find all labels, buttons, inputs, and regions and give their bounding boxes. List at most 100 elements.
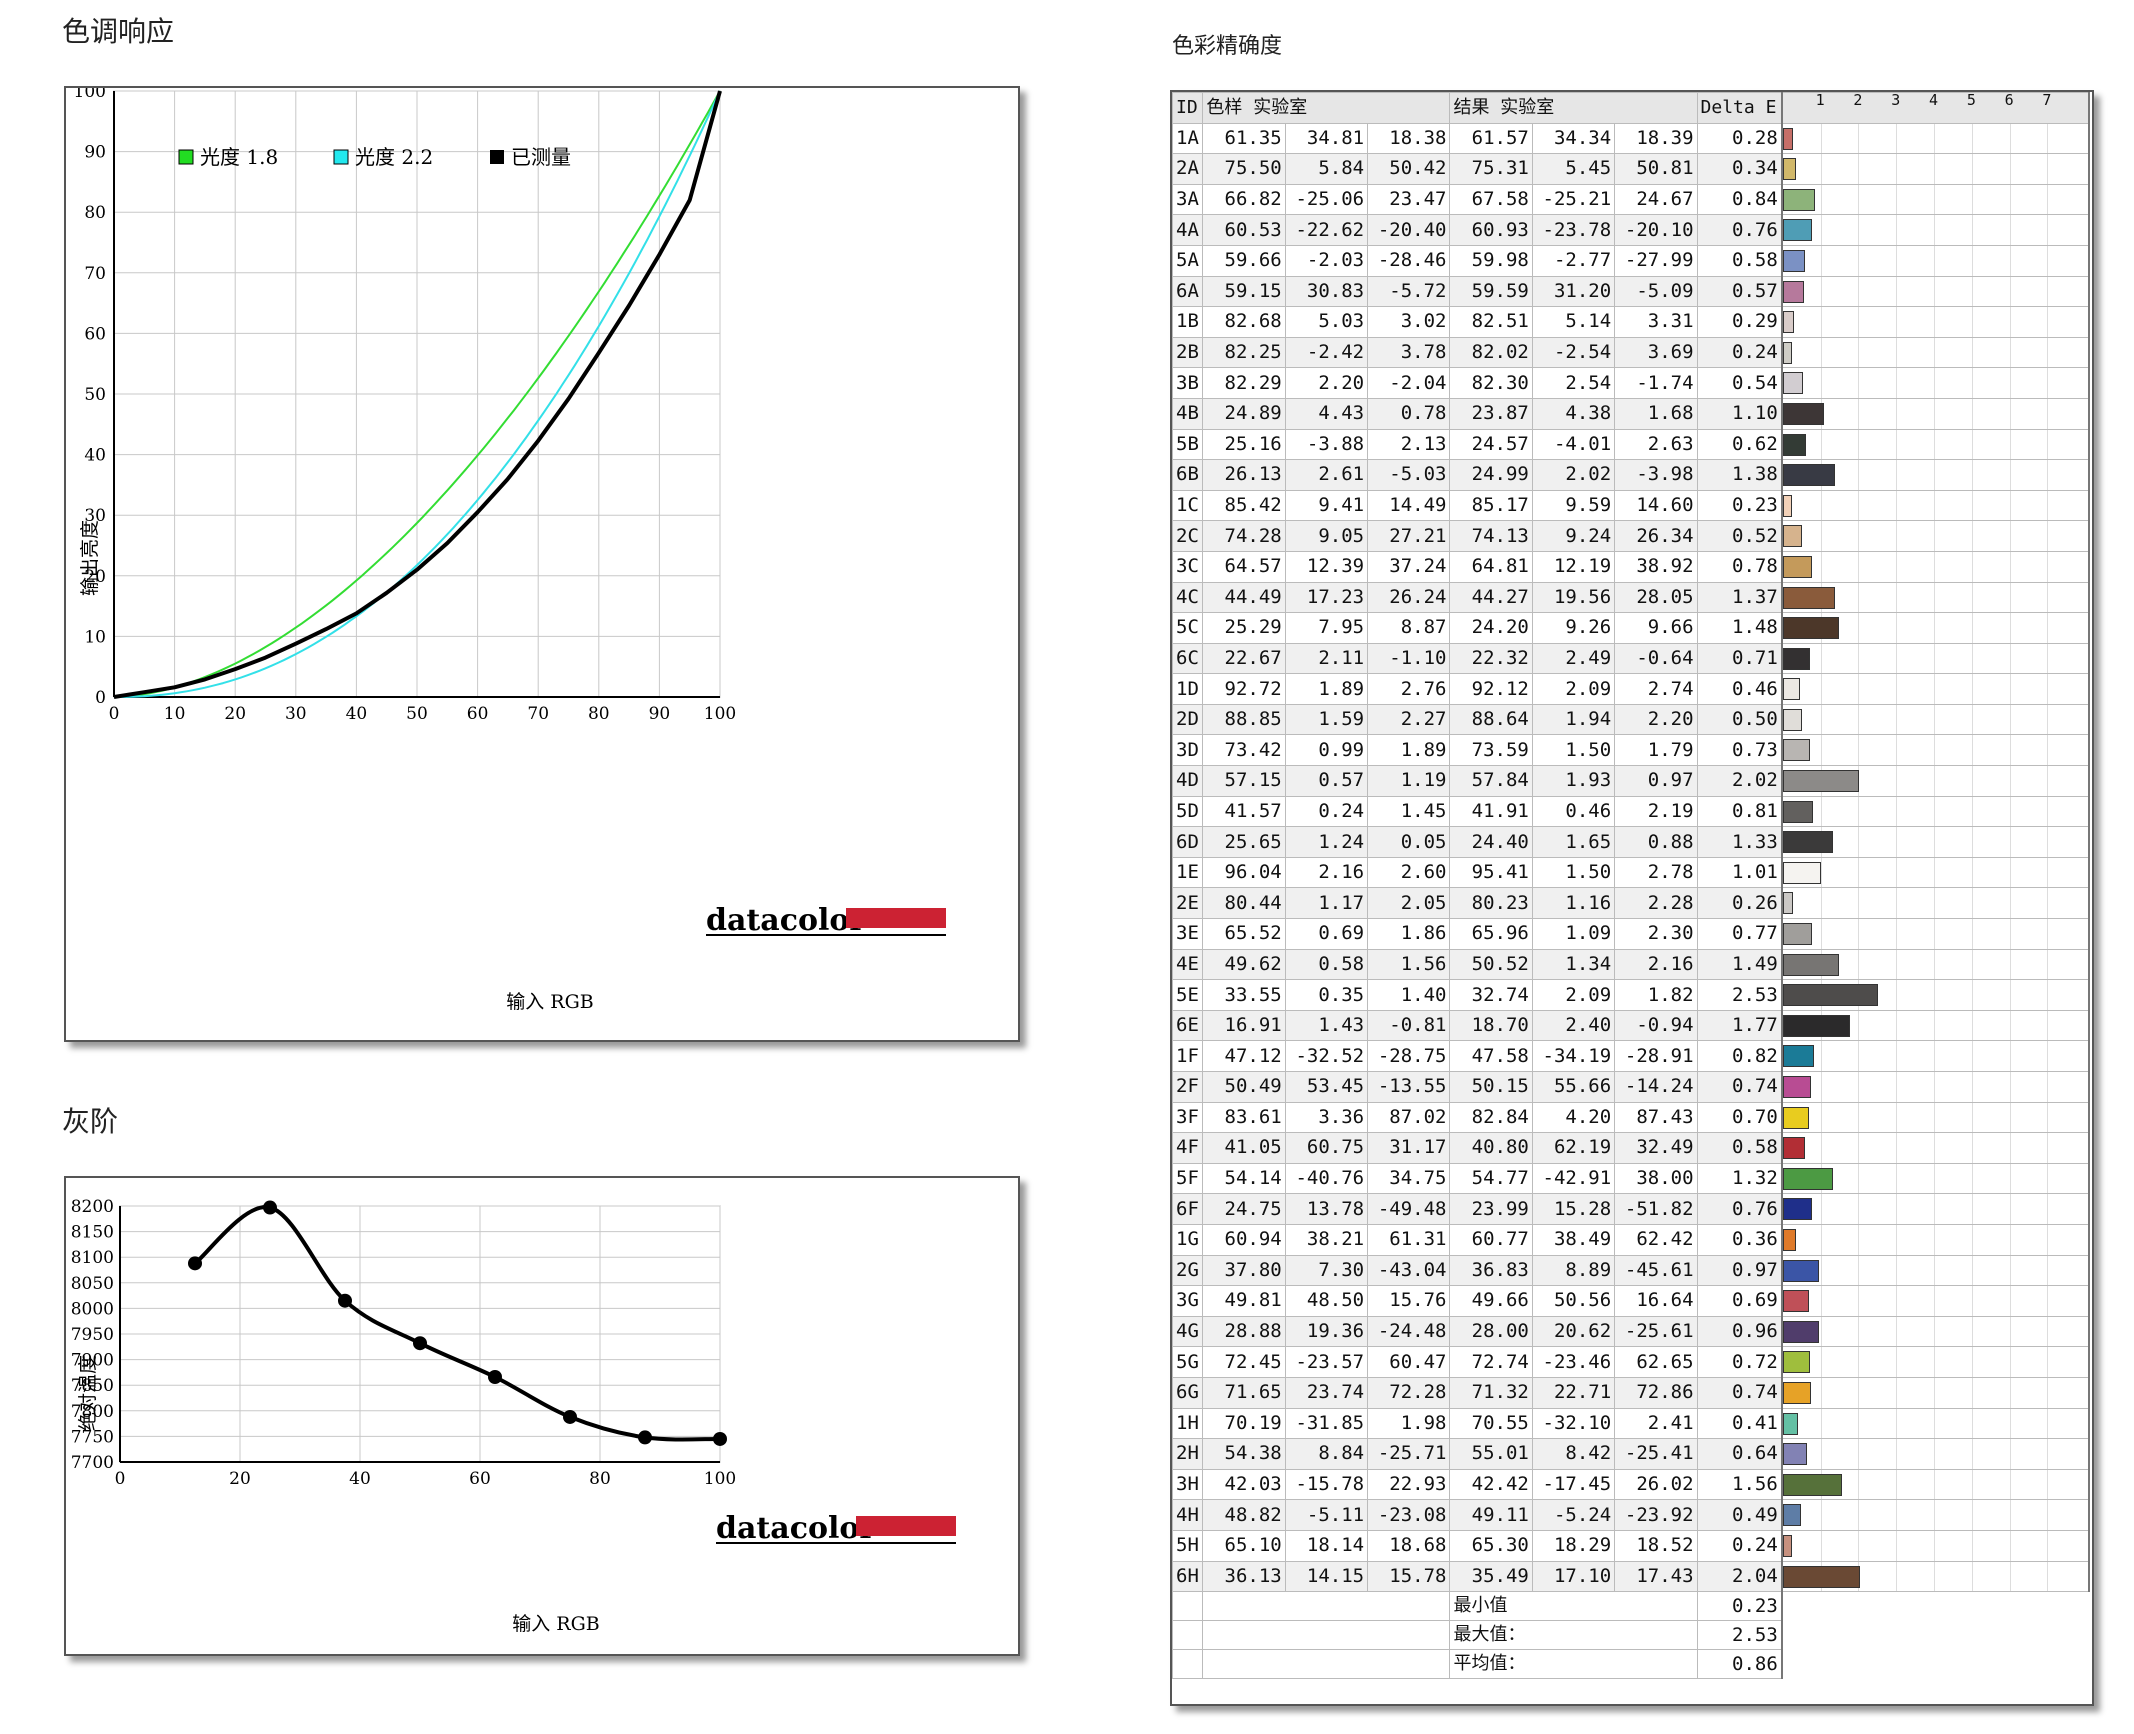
scale-gridline — [1971, 1561, 1973, 1592]
scale-gridline — [2009, 154, 2011, 184]
scale-gridline — [2047, 1530, 2049, 1561]
scale-gridline — [1971, 1500, 1973, 1530]
delta-e-value: 2.04 — [1696, 1560, 1783, 1593]
table-row: 2C 74.28 9.05 27.21 74.13 9.24 26.34 0.52 — [1171, 520, 2091, 552]
scale-tick-label: 2 — [1853, 91, 1863, 109]
scale-tick-label: 7 — [2042, 91, 2052, 109]
sample-lab-value: 0.78 — [1367, 397, 1451, 430]
scale-gridline — [1820, 919, 1822, 949]
scale-gridline — [2047, 1347, 2049, 1377]
scale-gridline — [1971, 582, 1973, 613]
result-lab-value: 24.99 — [1449, 459, 1533, 491]
tone-y-tick-label: 50 — [84, 385, 106, 405]
sample-lab-value: 18.38 — [1367, 122, 1451, 155]
result-lab-value: 73.59 — [1449, 734, 1533, 767]
scale-gridline — [1971, 1224, 1973, 1255]
sample-lab-value: 1.59 — [1284, 703, 1369, 736]
patch-id: 2D — [1171, 703, 1204, 736]
scale-gridline — [2047, 613, 2049, 643]
delta-e-value: 0.52 — [1696, 520, 1783, 552]
result-lab-value: 23.87 — [1449, 397, 1533, 430]
scale-gridline — [1934, 582, 1935, 613]
delta-e-bar-cell — [1781, 948, 2091, 981]
scale-gridline — [2047, 1194, 2049, 1224]
delta-e-value: 0.82 — [1696, 1040, 1783, 1072]
result-lab-value: 15.28 — [1531, 1193, 1616, 1225]
scale-gridline — [2047, 1286, 2049, 1316]
sample-lab-value: 54.38 — [1202, 1438, 1286, 1470]
scale-gridline — [1858, 1530, 1860, 1561]
delta-e-value: 1.37 — [1696, 581, 1783, 614]
scale-gridline — [1858, 307, 1860, 337]
sample-lab-value: 12.39 — [1284, 550, 1369, 583]
gray-y-tick-label: 7850 — [71, 1376, 114, 1396]
sample-lab-value: 64.57 — [1202, 550, 1286, 583]
result-lab-value: -51.82 — [1614, 1193, 1698, 1225]
sample-lab-value: 34.81 — [1284, 122, 1369, 155]
sample-lab-value: 92.72 — [1202, 673, 1286, 705]
sample-lab-value: -0.81 — [1367, 1009, 1451, 1042]
scale-gridline — [2009, 1163, 2011, 1194]
sample-lab-value: 2.27 — [1367, 703, 1451, 736]
delta-e-bar-cell — [1781, 765, 2091, 797]
scale-gridline — [1896, 1377, 1898, 1408]
result-lab-value: 47.58 — [1449, 1040, 1533, 1072]
scale-gridline — [1934, 1010, 1935, 1041]
scale-gridline — [2047, 582, 2049, 613]
delta-e-bar-cell — [1781, 275, 2091, 308]
table-row: 3C 64.57 12.39 37.24 64.81 12.19 38.92 0.78 — [1171, 550, 2091, 583]
result-lab-value: 5.45 — [1531, 153, 1616, 185]
delta-e-bar-cell — [1781, 1560, 2091, 1593]
sample-lab-value: 47.12 — [1202, 1040, 1286, 1072]
scale-gridline — [1896, 123, 1898, 154]
result-lab-value: 2.63 — [1614, 428, 1698, 461]
scale-gridline — [1858, 337, 1860, 368]
scale-gridline — [1896, 949, 1898, 980]
result-lab-value: 0.88 — [1614, 826, 1698, 858]
scale-gridline — [2009, 949, 2011, 980]
scale-gridline — [1896, 735, 1898, 766]
delta-e-value: 2.53 — [1696, 979, 1783, 1011]
result-lab-value: 8.89 — [1531, 1254, 1616, 1287]
delta-e-bar-cell — [1781, 214, 2091, 246]
table-row: 4H 48.82 -5.11 -23.08 49.11 -5.24 -23.92 0.49 — [1171, 1499, 2091, 1531]
table-row: 5H 65.10 18.14 18.68 65.30 18.29 18.52 0.24 — [1171, 1529, 2091, 1562]
tone-x-tick-label: 40 — [346, 704, 368, 724]
scale-gridline — [1896, 582, 1898, 613]
scale-gridline — [1896, 704, 1898, 735]
sample-lab-value: 59.15 — [1202, 275, 1286, 308]
result-lab-value: 1.50 — [1531, 734, 1616, 767]
scale-gridline — [1934, 123, 1935, 154]
result-lab-value: 34.34 — [1531, 122, 1616, 155]
delta-e-value: 0.24 — [1696, 336, 1783, 369]
result-lab-value: 9.66 — [1614, 612, 1698, 644]
sample-lab-value: 48.82 — [1202, 1499, 1286, 1531]
scale-gridline — [1971, 184, 1973, 215]
table-row: 3H 42.03 -15.78 22.93 42.42 -17.45 26.02 1.56 — [1171, 1468, 2091, 1501]
result-lab-value: 67.58 — [1449, 183, 1533, 216]
patch-id: 4G — [1171, 1315, 1204, 1348]
patch-id: 5B — [1171, 428, 1204, 461]
delta-e-bar-cell — [1781, 1407, 2091, 1440]
scale-gridline — [1820, 643, 1822, 674]
scale-gridline — [2047, 276, 2049, 307]
delta-e-bar-cell — [1781, 489, 2091, 522]
table-row: 4G 28.88 19.36 -24.48 28.00 20.62 -25.61 0.96 — [1171, 1315, 2091, 1348]
scale-gridline — [1971, 215, 1973, 245]
delta-e-value: 0.23 — [1696, 489, 1783, 522]
patch-id: 1H — [1171, 1407, 1204, 1440]
sample-lab-value: 73.42 — [1202, 734, 1286, 767]
sample-lab-value: -22.62 — [1284, 214, 1369, 246]
sample-lab-value: 2.05 — [1367, 887, 1451, 920]
scale-gridline — [2009, 643, 2011, 674]
grayscale-panel: 0 20 40 60 80 100 7700 7750 7800 7850 7900 7950 800… — [64, 1176, 1020, 1656]
delta-e-bar-cell — [1781, 153, 2091, 185]
scale-gridline — [1971, 766, 1973, 796]
patch-id: 2H — [1171, 1438, 1204, 1470]
sample-lab-value: 85.42 — [1202, 489, 1286, 522]
scale-gridline — [1896, 1408, 1898, 1439]
scale-gridline — [2047, 184, 2049, 215]
patch-id: 4H — [1171, 1499, 1204, 1531]
scale-gridline — [1971, 307, 1973, 337]
result-lab-value: 54.77 — [1449, 1162, 1533, 1195]
